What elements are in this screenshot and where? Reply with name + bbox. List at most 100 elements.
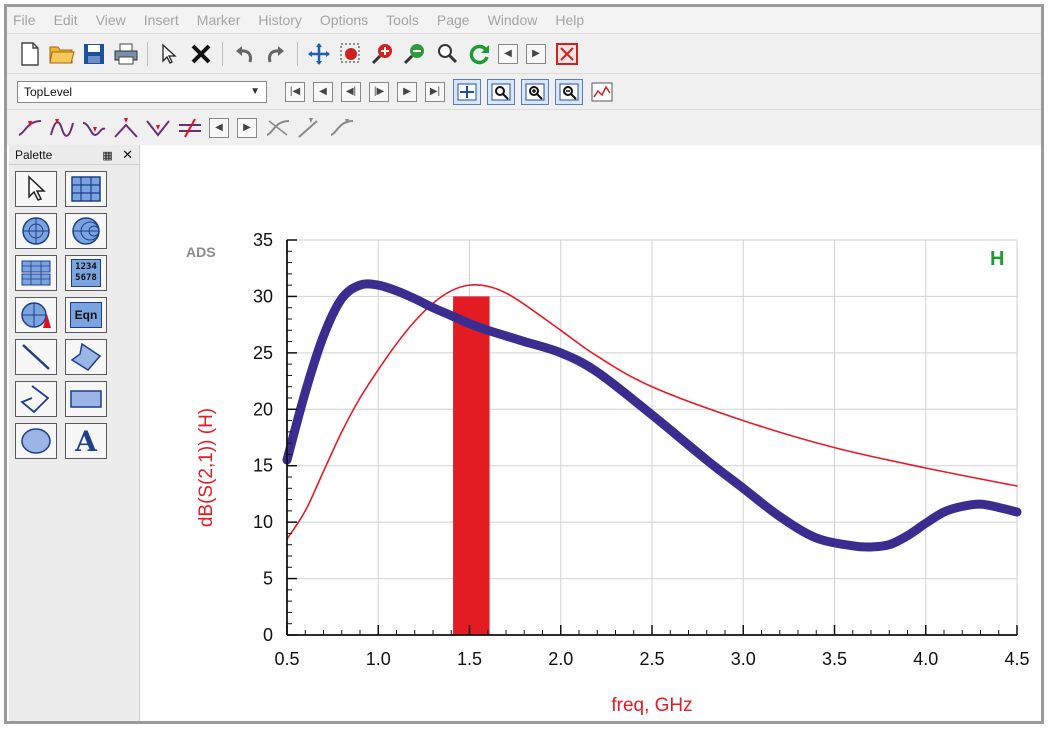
y-tick-label: 5 <box>263 569 273 589</box>
marker-peak-icon[interactable] <box>49 115 75 141</box>
stacked-plot-icon[interactable] <box>15 255 57 291</box>
menu-file[interactable]: File <box>13 12 36 28</box>
zoom-area-icon[interactable] <box>487 78 515 105</box>
zoom-in-icon[interactable] <box>370 41 396 67</box>
zoom-fit-icon[interactable] <box>453 78 481 105</box>
level-select-value: TopLevel <box>24 84 73 99</box>
redo-icon[interactable] <box>263 41 289 67</box>
plot-bands <box>453 296 490 635</box>
marker-min-icon[interactable] <box>145 115 171 141</box>
antenna-plot-icon[interactable] <box>15 297 57 333</box>
level-select[interactable]: TopLevel ▼ <box>17 80 267 103</box>
open-folder-icon[interactable] <box>49 41 75 67</box>
select-pointer-icon[interactable] <box>156 41 182 67</box>
delete-icon[interactable] <box>188 41 214 67</box>
palette-header: Palette ▦ ✕ <box>9 145 139 165</box>
toolbar-separator <box>297 41 298 66</box>
new-file-icon[interactable] <box>17 41 43 67</box>
text-tool-glyph: A <box>75 424 97 458</box>
pointer-tool-icon[interactable] <box>15 171 57 207</box>
ellipse-tool-icon[interactable] <box>15 423 57 459</box>
magnifier-icon[interactable] <box>434 41 460 67</box>
plot-tick-labels: 0.5 1.0 1.5 2.0 2.5 3.0 3.5 4.0 4.5 0 5 10 15 20 25 30 3… <box>253 230 1030 669</box>
smith-chart-icon[interactable] <box>65 213 107 249</box>
last-page-icon[interactable]: ▶| <box>425 81 445 102</box>
marker-curve-icon[interactable] <box>329 115 355 141</box>
print-icon[interactable] <box>113 41 139 67</box>
rectangular-plot[interactable]: 0.5 1.0 1.5 2.0 2.5 3.0 3.5 4.0 4.5 0 5 10 15 20 25 30 3… <box>142 145 1044 723</box>
marker-line-icon[interactable] <box>265 115 291 141</box>
x-tick-label: 4.0 <box>913 649 938 669</box>
menu-marker[interactable]: Marker <box>196 12 241 28</box>
marker-valley-icon[interactable] <box>81 115 107 141</box>
series-thin-red <box>286 284 1018 540</box>
first-page-icon[interactable]: |◀ <box>285 81 305 102</box>
x-tick-label: 1.5 <box>457 649 482 669</box>
previous-page-icon[interactable]: ◀ <box>313 81 333 102</box>
y-tick-label: 20 <box>253 399 273 419</box>
zoom-out-icon[interactable] <box>402 41 428 67</box>
equation-icon[interactable]: Eqn <box>65 297 107 333</box>
y-tick-label: 35 <box>253 230 273 250</box>
list-icon-text-2: 5678 <box>75 273 97 283</box>
marker-normal-icon[interactable] <box>17 115 43 141</box>
line-tool-icon[interactable] <box>15 339 57 375</box>
menu-options[interactable]: Options <box>319 12 369 28</box>
rectangular-plot-icon[interactable] <box>65 171 107 207</box>
marker-delta-icon[interactable] <box>177 115 203 141</box>
menu-page[interactable]: Page <box>436 12 470 28</box>
zoom-area-icon[interactable] <box>338 41 364 67</box>
rectangle-tool-icon[interactable] <box>65 381 107 417</box>
text-tool-icon[interactable]: A <box>65 423 107 459</box>
next-page-icon[interactable]: ▶ <box>397 81 417 102</box>
close-window-icon[interactable] <box>554 41 580 67</box>
menu-insert[interactable]: Insert <box>143 12 179 28</box>
menu-help[interactable]: Help <box>555 12 585 28</box>
polygon-tool-icon[interactable] <box>65 339 107 375</box>
trace-label-h[interactable]: H <box>990 248 1004 270</box>
pan-icon[interactable] <box>306 41 332 67</box>
menu-window[interactable]: Window <box>487 12 538 28</box>
y-tick-label: 0 <box>263 625 273 645</box>
palette-panel: Palette ▦ ✕ 1234 <box>9 145 140 721</box>
marker-slope-icon[interactable] <box>297 115 323 141</box>
previous-icon[interactable]: ◀ <box>498 43 518 64</box>
plot-axes <box>286 239 1018 636</box>
menu-tools[interactable]: Tools <box>386 12 419 28</box>
zoom-in-icon[interactable] <box>521 78 549 105</box>
close-icon[interactable]: ✕ <box>122 146 133 162</box>
palette-grid: 1234 5678 Eqn <box>9 165 139 459</box>
plot-area[interactable]: 0.5 1.0 1.5 2.0 2.5 3.0 3.5 4.0 4.5 0 5 10 15 20 25 30 3… <box>142 145 1044 723</box>
toolbar-separator <box>222 41 223 66</box>
x-tick-label: 3.5 <box>822 649 847 669</box>
undo-icon[interactable] <box>231 41 257 67</box>
step-back-icon[interactable]: ◀| <box>341 81 361 102</box>
menu-edit[interactable]: Edit <box>53 12 78 28</box>
pin-icon[interactable]: ▦ <box>102 149 113 162</box>
list-icon[interactable]: 1234 5678 <box>65 255 107 291</box>
chevron-down-icon: ▼ <box>250 86 260 97</box>
refresh-icon[interactable] <box>466 41 492 67</box>
y-tick-label: 15 <box>253 456 273 476</box>
x-tick-label: 0.5 <box>274 649 299 669</box>
marker-max-icon[interactable] <box>113 115 139 141</box>
palette-controls: ▦ ✕ <box>102 147 133 163</box>
menu-history[interactable]: History <box>258 12 302 28</box>
polar-plot-icon[interactable] <box>15 213 57 249</box>
highlight-band <box>453 296 490 635</box>
y-axis-label[interactable]: dB(S(2,1)) (H) <box>196 408 217 527</box>
x-axis-label[interactable]: freq, GHz <box>611 695 692 716</box>
menu-bar: File Edit View Insert Marker History Opt… <box>7 7 1041 33</box>
save-icon[interactable] <box>81 41 107 67</box>
y-tick-label: 25 <box>253 343 273 363</box>
marker-next-icon[interactable]: ▶ <box>237 117 257 138</box>
zoom-out-icon[interactable] <box>555 78 583 105</box>
next-icon[interactable]: ▶ <box>526 43 546 64</box>
plot-options-icon[interactable] <box>589 79 615 105</box>
app-window: File Edit View Insert Marker History Opt… <box>4 4 1044 724</box>
menu-view[interactable]: View <box>95 12 126 28</box>
polyline-tool-icon[interactable] <box>15 381 57 417</box>
plot-series <box>282 279 1022 552</box>
step-forward-icon[interactable]: |▶ <box>369 81 389 102</box>
marker-prev-icon[interactable]: ◀ <box>209 117 229 138</box>
